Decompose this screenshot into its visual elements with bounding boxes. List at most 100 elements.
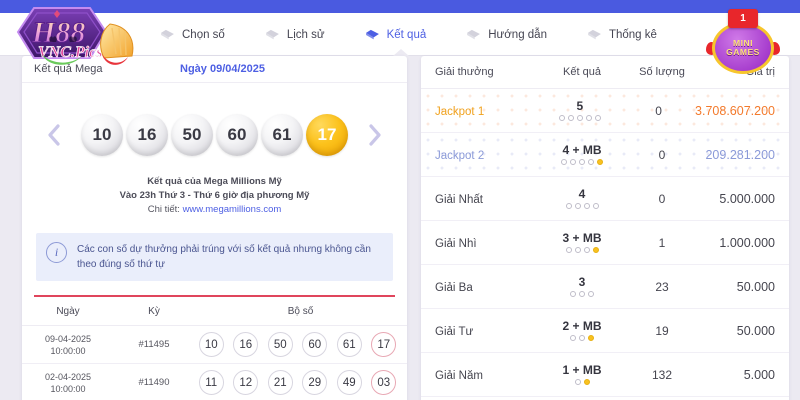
prize-dot <box>583 203 590 210</box>
chevron-left-icon[interactable] <box>43 122 65 148</box>
mini-games-label-line2: GAMES <box>726 47 760 57</box>
result-subtext-line2: Vào 23h Thứ 3 - Thứ 6 giờ địa phương Mỹ <box>119 189 310 201</box>
mini-games-circle[interactable]: MINI GAMES <box>712 22 774 74</box>
prize-cell-result: 4 + MB <box>539 142 625 166</box>
prize-dot-bonus <box>592 247 599 254</box>
prize-result-label: 4 + MB <box>562 142 602 157</box>
prize-col-quantity: Số lượng <box>639 66 685 78</box>
prize-quantity: 19 <box>655 323 669 338</box>
prize-quantity: 0 <box>655 103 662 118</box>
prize-dot <box>574 247 581 254</box>
prize-quantity: 23 <box>655 279 669 294</box>
history-ball: 60 <box>302 332 328 358</box>
result-ball-list: 10 16 50 60 61 17 <box>81 114 348 156</box>
result-ball: 16 <box>126 114 168 156</box>
prize-dot <box>579 335 585 342</box>
prize-name: Giải Nhì <box>435 237 477 250</box>
result-ball: 50 <box>171 114 213 156</box>
prize-cell-result: 4 <box>539 187 625 210</box>
prize-dot <box>594 115 601 122</box>
history-col-draw: Kỳ <box>148 306 160 318</box>
nav-tab-1[interactable]: Chọn số <box>160 29 225 41</box>
prize-value: 1.000.000 <box>719 235 775 250</box>
prize-name: Giải Ba <box>435 281 473 294</box>
chevron-right-icon[interactable] <box>364 122 386 148</box>
nav-tab-3[interactable]: Kết quả <box>365 28 427 41</box>
prize-cell-name: Giải Năm <box>435 366 539 384</box>
nav-tab-5[interactable]: Thống kê <box>587 29 657 41</box>
history-ball: 21 <box>267 370 293 396</box>
result-subtext-line1: Kết quả của Mega Millions Mỹ <box>147 176 282 187</box>
prize-dot-bonus <box>588 335 594 342</box>
prize-table-header: Giải thưởng Kết quả Số lượng Giá trị <box>421 56 789 89</box>
nav-tab-2[interactable]: Lịch sử <box>265 29 325 41</box>
prize-cell-result: 1 + MB <box>539 363 625 386</box>
prize-result-dots <box>574 379 590 386</box>
prize-result-dots <box>558 115 601 122</box>
prize-dot <box>585 115 592 122</box>
prize-dot-bonus <box>583 379 590 386</box>
main-navbar: Chọn số Lịch sử Kết quả Hướng dẫn Thống kê <box>0 13 800 56</box>
prize-dot <box>565 203 572 210</box>
prize-dot <box>570 159 576 166</box>
prize-value: 209.281.200 <box>705 147 775 162</box>
top-accent-bar <box>0 0 800 13</box>
prize-cell-value: 209.281.200 <box>699 146 775 164</box>
history-row[interactable]: 02-04-2025 10:00:00 #11490 11 12 21 29 49 03 <box>22 364 407 400</box>
prize-cell-quantity: 0 <box>625 146 699 164</box>
prize-row: Giải Tư 2 + MB 19 50.000 <box>421 309 789 353</box>
prize-cell-value: 3.708.607.200 <box>695 102 775 120</box>
prize-dot <box>588 291 594 298</box>
history-table-header: Ngày Kỳ Bộ số <box>22 298 407 327</box>
prize-result-dots <box>565 247 599 254</box>
history-table: Ngày Kỳ Bộ số 09-04-2025 10:00:00 #11495 10… <box>22 298 407 400</box>
nav-tab-label: Lịch sử <box>286 28 325 41</box>
prize-result-label: 5 <box>576 98 584 113</box>
mini-games-badge[interactable]: MINI GAMES 1 <box>706 4 780 78</box>
prize-table-body: Jackpot 1 5 0 3.708.607.200 Jackpot 2 4 + MB 0… <box>421 89 789 400</box>
notice-text: Các con số dự thưởng phải trúng với số k… <box>77 244 371 271</box>
prize-result-dots <box>570 291 594 298</box>
history-ball: 61 <box>336 332 362 358</box>
prize-quantity: 0 <box>658 191 666 206</box>
history-cell-date: 02-04-2025 10:00:00 <box>22 371 114 395</box>
prize-cell-quantity: 0 <box>625 190 699 208</box>
prize-cell-result: 2 + MB <box>539 319 625 342</box>
ticket-icon <box>265 29 280 40</box>
ticket-icon <box>161 29 174 40</box>
history-cell-numbers: 10 16 50 60 61 17 <box>194 332 407 358</box>
history-ball: 50 <box>267 332 293 358</box>
prize-cell-quantity: 23 <box>625 278 699 296</box>
prize-result-label: 3 + MB <box>562 230 602 245</box>
history-date-line2: 10:00:00 <box>50 383 86 394</box>
prize-name: Giải Nhất <box>435 193 483 206</box>
history-ball-bonus: 17 <box>371 332 397 358</box>
notice-box: i Các con số dự thưởng phải trúng với số… <box>36 233 393 282</box>
history-ball-bonus: 03 <box>371 370 397 396</box>
nav-tab-label: Thống kê <box>608 28 657 41</box>
nav-tab-label: Kết quả <box>386 28 427 41</box>
result-card-header: Kết quả Mega Ngày 09/04/2025 <box>22 56 407 83</box>
prize-cell-result: 3 + MB <box>539 230 625 254</box>
result-subtext-line3: Chi tiết: www.megamillions.com <box>22 203 407 217</box>
history-row[interactable]: 09-04-2025 10:00:00 #11495 10 16 50 60 61 17 <box>22 326 407 365</box>
prize-dot-bonus <box>597 159 603 166</box>
history-cell-numbers: 11 12 21 29 49 03 <box>194 370 407 396</box>
prize-cell-quantity: 19 <box>625 322 699 340</box>
result-date-label: Ngày 09/04/2025 <box>180 63 266 75</box>
result-ball: 61 <box>261 114 303 156</box>
history-ball: 12 <box>233 370 259 396</box>
history-ball: 11 <box>198 370 224 396</box>
prize-quantity: 132 <box>651 367 673 382</box>
prize-name: Jackpot 1 <box>435 105 485 118</box>
prize-cell-value: 50.000 <box>699 322 775 340</box>
megamillions-link[interactable]: www.megamillions.com <box>182 203 282 215</box>
badge-wing-right-icon <box>769 42 780 55</box>
mini-games-count-badge: 1 <box>728 9 758 28</box>
prize-dot <box>558 115 565 122</box>
prize-dot <box>588 159 594 166</box>
nav-tab-4[interactable]: Hướng dẫn <box>466 29 547 41</box>
prize-cell-value: 5.000.000 <box>699 190 775 208</box>
active-tab-caret <box>393 49 409 56</box>
prize-cell-value: 5.000 <box>699 366 775 384</box>
